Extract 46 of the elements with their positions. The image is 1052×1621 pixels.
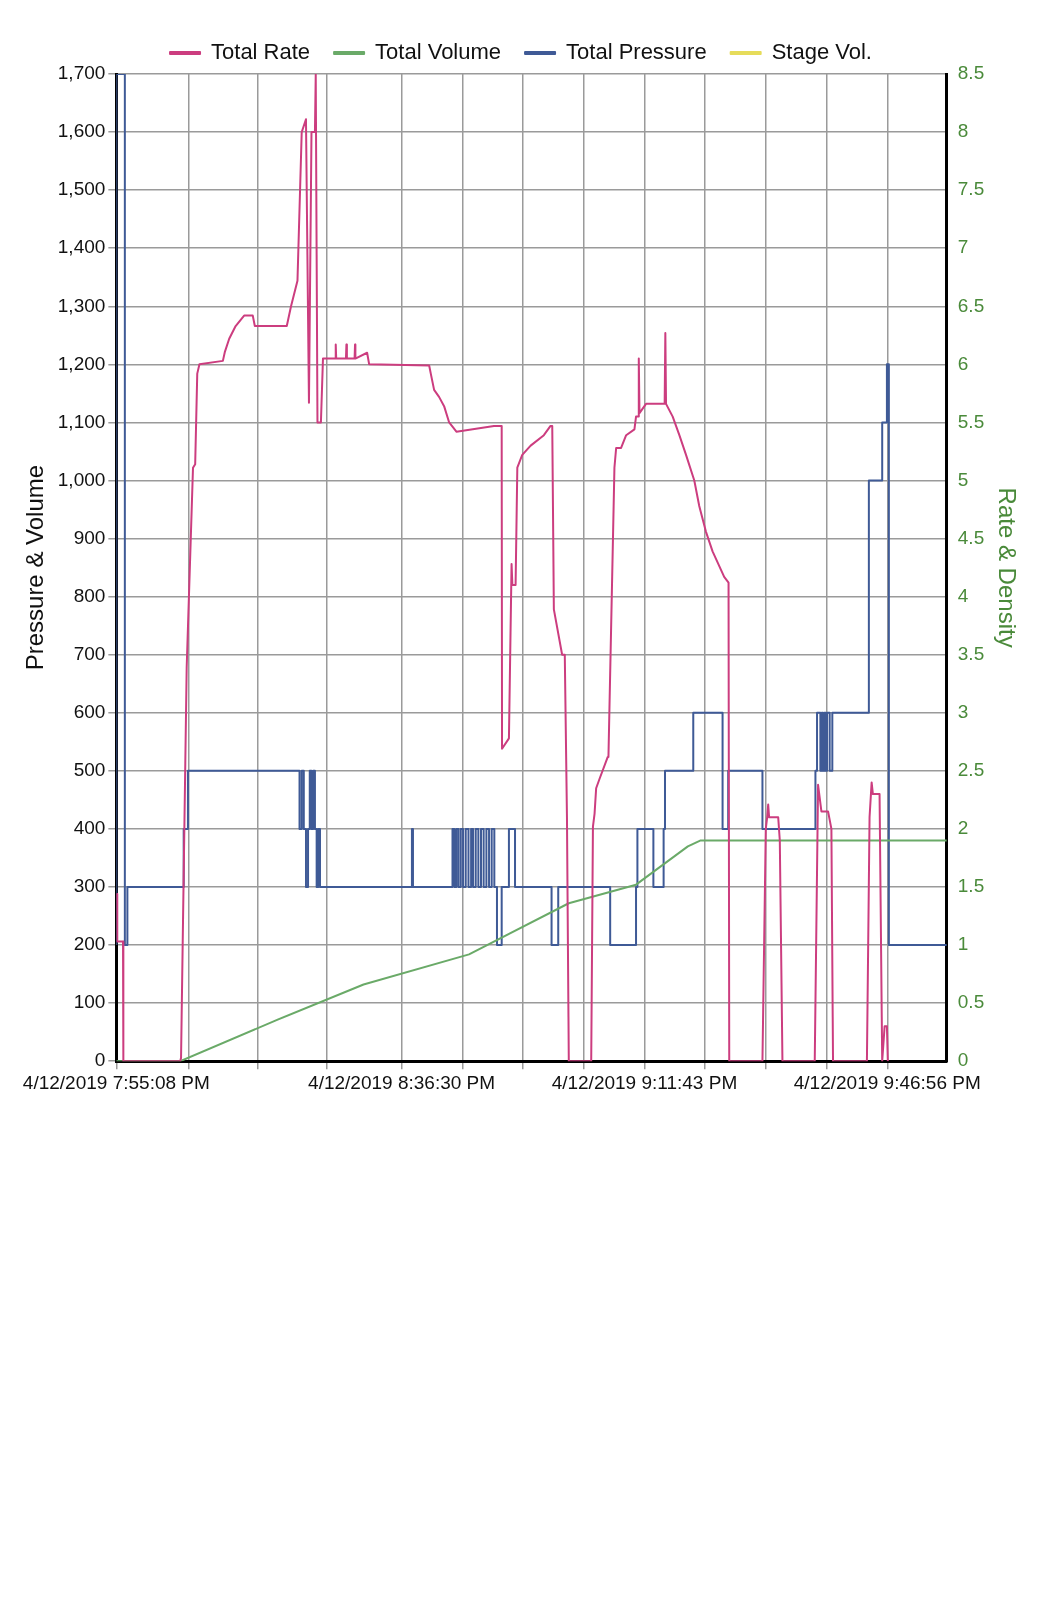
y2-tick-label: 4 bbox=[957, 584, 969, 606]
y-tick-label: 200 bbox=[73, 933, 106, 955]
y-axis-title: Pressure & Volume bbox=[21, 464, 49, 671]
y-tick-label: 600 bbox=[73, 701, 106, 723]
y-tick-label: 1,600 bbox=[57, 120, 106, 142]
x-tick-label: 4/12/2019 7:55:08 PM bbox=[22, 1071, 210, 1093]
y-tick-label: 800 bbox=[73, 584, 106, 606]
y2-tick-label: 7.5 bbox=[957, 178, 985, 200]
y2-tick-label: 3 bbox=[957, 701, 969, 723]
y2-tick-label: 2.5 bbox=[957, 759, 985, 781]
y-tick-label: 100 bbox=[73, 991, 106, 1013]
y-tick-label: 0 bbox=[94, 1049, 106, 1071]
y2-tick-label: 1 bbox=[957, 933, 969, 955]
y2-tick-label: 5 bbox=[957, 468, 969, 490]
y2-tick-label: 8.5 bbox=[957, 62, 985, 84]
y2-tick-label: 8 bbox=[957, 120, 969, 142]
y-tick-label: 700 bbox=[73, 642, 106, 664]
y2-tick-label: 6 bbox=[957, 352, 969, 374]
y-tick-label: 1,700 bbox=[57, 62, 106, 84]
y-tick-label: 1,300 bbox=[57, 294, 106, 316]
y2-tick-label: 4.5 bbox=[957, 526, 985, 548]
y2-axis-title: Rate & Density bbox=[993, 487, 1021, 648]
y-tick-label: 900 bbox=[73, 526, 106, 548]
x-tick-label: 4/12/2019 9:46:56 PM bbox=[793, 1071, 981, 1093]
y2-tick-label: 0.5 bbox=[957, 991, 985, 1013]
y-tick-label: 1,500 bbox=[57, 178, 106, 200]
y2-tick-label: 6.5 bbox=[957, 294, 985, 316]
y2-tick-label: 1.5 bbox=[957, 875, 985, 897]
x-tick-label: 4/12/2019 8:36:30 PM bbox=[308, 1071, 496, 1093]
y-tick-label: 1,200 bbox=[57, 352, 106, 374]
y-tick-label: 300 bbox=[73, 875, 106, 897]
y2-tick-label: 0 bbox=[957, 1049, 969, 1071]
legend-label: Total Rate bbox=[211, 39, 311, 65]
y2-tick-label: 5.5 bbox=[957, 410, 985, 432]
y-tick-label: 400 bbox=[73, 817, 106, 839]
y-tick-label: 1,100 bbox=[57, 410, 106, 432]
legend-label: Stage Vol. bbox=[771, 39, 872, 65]
y2-tick-label: 3.5 bbox=[957, 642, 985, 664]
y-tick-label: 1,400 bbox=[57, 236, 106, 258]
legend-label: Total Pressure bbox=[566, 39, 707, 65]
x-tick-label: 4/12/2019 9:11:43 PM bbox=[551, 1071, 738, 1093]
y2-tick-label: 2 bbox=[957, 817, 969, 839]
y2-tick-label: 7 bbox=[957, 236, 969, 258]
y-tick-label: 1,000 bbox=[57, 468, 106, 490]
y-tick-label: 500 bbox=[73, 759, 106, 781]
legend-label: Total Volume bbox=[375, 39, 502, 65]
